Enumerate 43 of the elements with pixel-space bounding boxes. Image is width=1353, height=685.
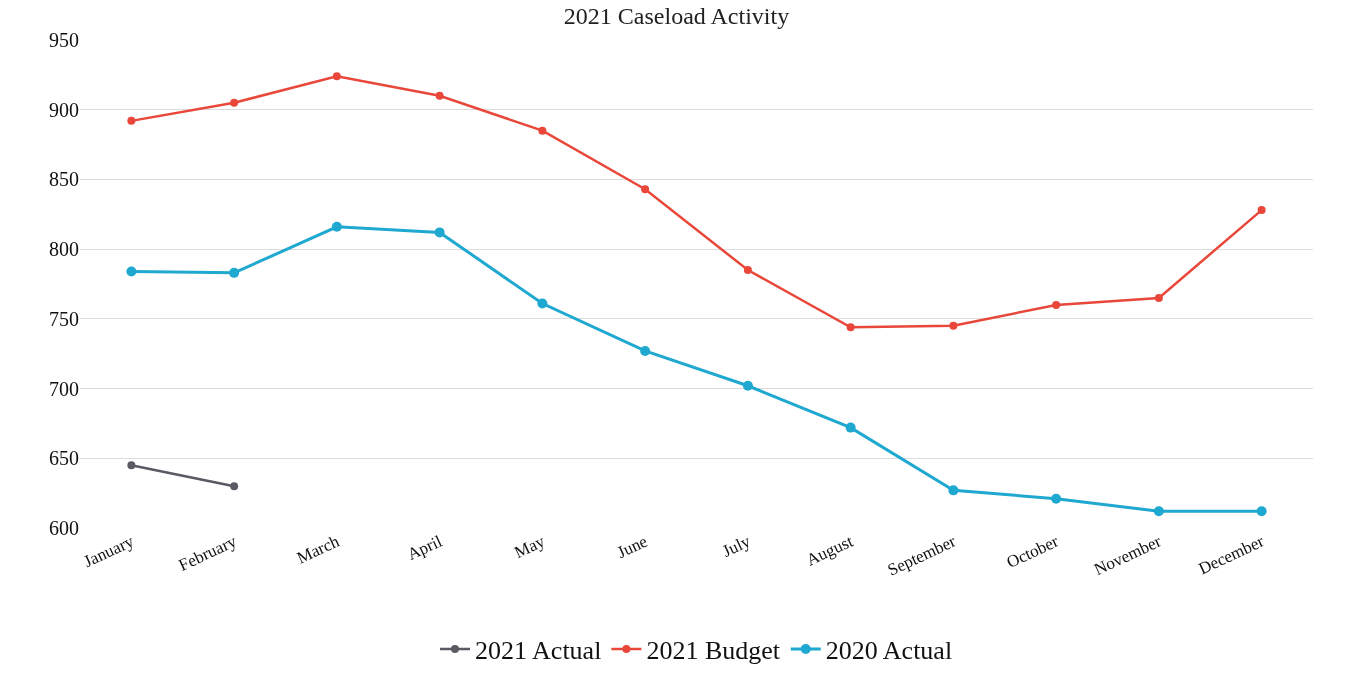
y-tick-label: 900 [49, 98, 79, 121]
y-tick-label: 700 [49, 377, 79, 400]
y-tick-label: 950 [49, 29, 79, 51]
point [331, 221, 342, 232]
legend-label: 2021 Actual [475, 636, 602, 666]
point [1154, 293, 1163, 302]
point [229, 267, 240, 278]
point [1052, 300, 1061, 309]
y-tick-label: 850 [49, 168, 79, 191]
point [434, 227, 445, 238]
chart-title: 2021 Caseload Activity [563, 2, 790, 29]
point [743, 266, 752, 275]
point [127, 461, 136, 470]
point [1257, 206, 1266, 215]
point [126, 266, 137, 277]
point [1153, 506, 1164, 517]
point [332, 72, 341, 81]
y-tick-label: 650 [49, 447, 79, 470]
point [949, 321, 958, 330]
point [230, 98, 239, 107]
x-tick-label: April [404, 531, 446, 564]
point [1051, 493, 1062, 504]
point [1256, 506, 1267, 517]
y-tick-label: 600 [49, 517, 79, 539]
legend-label: 2020 Actual [825, 636, 953, 666]
point [435, 91, 444, 100]
x-tick-label: March [293, 531, 343, 568]
point [948, 485, 959, 496]
point [127, 116, 136, 125]
point [537, 298, 548, 309]
point [845, 422, 856, 433]
point [538, 126, 547, 135]
point [846, 323, 855, 332]
point [640, 345, 651, 356]
point [641, 185, 650, 194]
x-tick-label: June [614, 531, 651, 562]
x-tick-label: May [511, 531, 549, 562]
legend-label: 2021 Budget [646, 636, 781, 666]
x-tick-label: July [719, 531, 754, 561]
y-tick-label: 750 [49, 307, 79, 330]
y-tick-label: 800 [49, 238, 79, 261]
point [742, 380, 753, 391]
point [230, 482, 239, 491]
